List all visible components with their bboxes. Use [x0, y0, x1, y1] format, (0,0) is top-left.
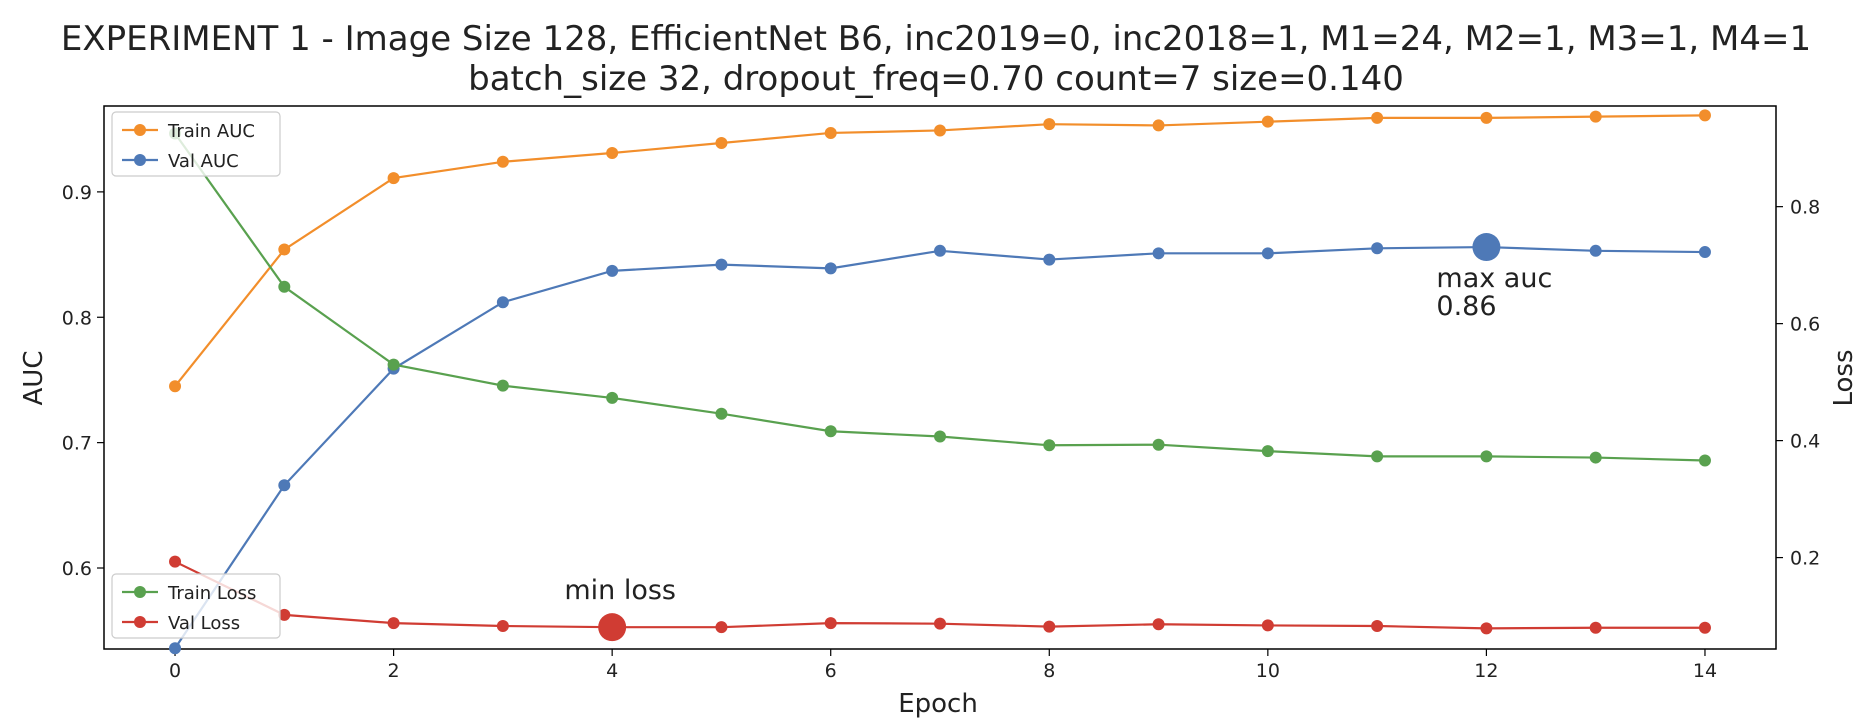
val-auc-point [1371, 242, 1384, 255]
train-auc-point [715, 136, 728, 149]
train-loss-point [1589, 451, 1602, 464]
val-loss-point [1698, 621, 1711, 634]
y-right-tick-label: 0.4 [1790, 431, 1820, 453]
val-auc-point [606, 264, 619, 277]
val-loss-point [1589, 621, 1602, 634]
train-auc-point [934, 124, 946, 137]
train-loss-point [715, 407, 728, 420]
legend-swatch-marker-train-loss [134, 586, 146, 598]
train-loss-point [934, 430, 946, 443]
x-tick-label: 12 [1474, 660, 1498, 682]
val-loss-point [169, 555, 182, 568]
val-auc-point [1261, 247, 1274, 260]
val-loss-point [934, 617, 946, 630]
val-loss-point [1152, 618, 1165, 631]
series-layer [169, 109, 1711, 655]
legend-auc: Train AUC Val AUC [111, 111, 281, 177]
legend-label-train-loss: Train Loss [167, 583, 256, 604]
val-auc-point [934, 244, 946, 257]
val-loss-point [278, 608, 291, 621]
train-loss-point [1698, 454, 1711, 467]
legend-label-train-auc: Train AUC [167, 121, 255, 142]
val-loss-point [496, 620, 509, 633]
val-auc-point [496, 296, 509, 309]
max-auc-marker [1472, 233, 1501, 262]
val-auc-point [1589, 244, 1602, 257]
plot-frame [103, 105, 1777, 650]
chart-title: EXPERIMENT 1 - Image Size 128, Efficient… [61, 19, 1811, 59]
train-loss-point [1043, 439, 1056, 452]
val-auc-point [1698, 246, 1711, 259]
legend-swatch-marker-val-loss [134, 616, 146, 628]
val-loss-point [1043, 620, 1056, 633]
val-loss-point [715, 621, 728, 634]
val-auc-point [824, 262, 837, 275]
x-tick-label: 8 [1043, 660, 1055, 682]
train-loss-point [824, 425, 837, 438]
x-tick-label: 10 [1256, 660, 1280, 682]
train-auc-point [496, 155, 509, 168]
val-loss-point [824, 617, 837, 630]
val-auc-point [278, 479, 291, 492]
x-tick-label: 2 [388, 660, 400, 682]
max-auc-label: max auc [1436, 263, 1552, 294]
min-loss-label: min loss [564, 575, 676, 606]
train-loss-point [387, 358, 400, 371]
x-tick-label: 0 [169, 660, 181, 682]
x-axis-label: Epoch [898, 689, 978, 719]
y-left-tick-label: 0.8 [62, 307, 92, 329]
legend-swatch-marker-val-auc [134, 154, 146, 166]
val-loss-point [1261, 619, 1274, 632]
max-auc-value: 0.86 [1436, 291, 1496, 322]
legend-loss: Train Loss Val Loss [111, 573, 281, 639]
train-auc-point [824, 126, 837, 139]
train-auc-point [1261, 115, 1274, 128]
train-auc-point [1152, 119, 1165, 132]
train-auc-point [1371, 111, 1384, 124]
legends: Train AUC Val AUC Train Loss Val Loss [111, 111, 281, 639]
axis-ticks: 0 2 4 6 8 10 12 14 0.6 0.7 0.8 0.9 0.2 0.4 0.6 0.8 [62, 182, 1820, 682]
x-tick-label: 14 [1693, 660, 1717, 682]
y-left-tick-label: 0.7 [62, 433, 92, 455]
legend-label-val-auc: Val AUC [168, 151, 239, 172]
train-loss-point [1152, 438, 1165, 451]
train-auc-point [169, 380, 182, 393]
val-auc-point [1152, 247, 1165, 260]
y-left-tick-label: 0.9 [62, 182, 92, 204]
y-left-tick-label: 0.6 [62, 558, 92, 580]
legend-label-val-loss: Val Loss [168, 613, 240, 634]
val-auc-point [169, 642, 182, 655]
x-tick-label: 6 [825, 660, 837, 682]
train-auc-point [606, 147, 619, 160]
train-loss-point [496, 379, 509, 392]
y-axis-label-left: AUC [19, 351, 49, 406]
val-auc-point [1043, 253, 1056, 266]
train-loss-point [278, 280, 291, 293]
val-loss-point [1371, 620, 1384, 633]
min-loss-marker [598, 613, 627, 642]
train-loss-point [1261, 445, 1274, 458]
train-auc-point [1043, 118, 1056, 131]
val-auc-point [715, 258, 728, 271]
train-auc-point [1698, 109, 1711, 122]
train-auc-point [387, 172, 400, 185]
train-auc-point [1480, 111, 1493, 124]
train-loss-point [1371, 450, 1384, 463]
y-right-tick-label: 0.6 [1790, 314, 1820, 336]
y-right-tick-label: 0.2 [1790, 548, 1820, 570]
train-loss-point [1480, 450, 1493, 463]
x-tick-label: 4 [606, 660, 618, 682]
y-axis-label-right: Loss [1829, 349, 1859, 406]
val-loss-point [387, 617, 400, 630]
val-loss-point [1480, 622, 1493, 635]
chart-subtitle: batch_size 32, dropout_freq=0.70 count=7… [468, 59, 1404, 99]
y-right-tick-label: 0.8 [1790, 197, 1820, 219]
train-auc-point [1589, 110, 1602, 123]
train-auc-point [278, 243, 291, 256]
train-loss-point [606, 391, 619, 404]
legend-swatch-marker-train-auc [134, 124, 146, 136]
